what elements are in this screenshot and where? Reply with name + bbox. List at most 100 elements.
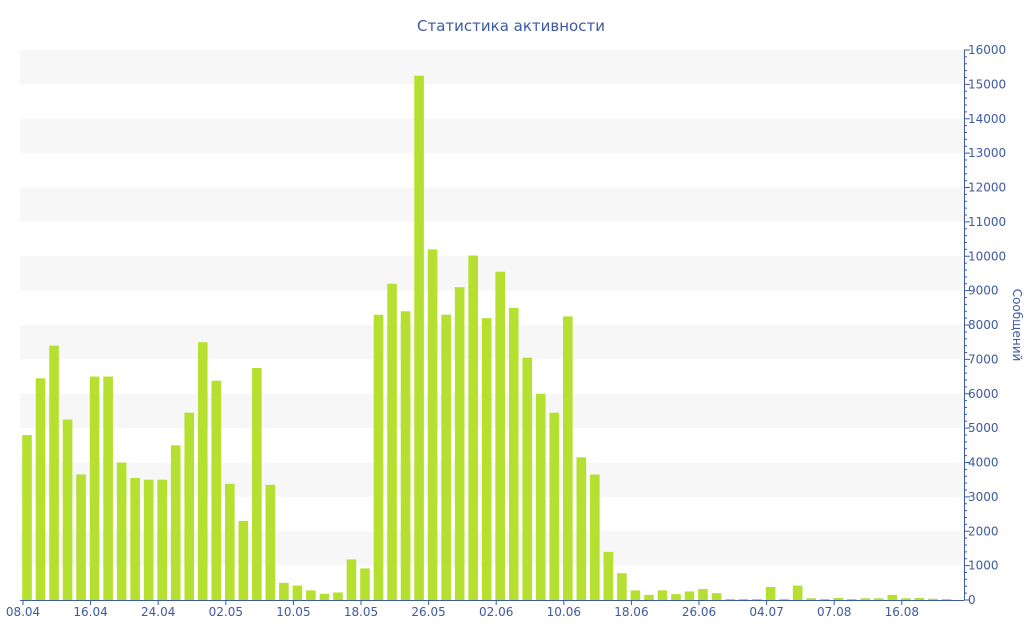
bar[interactable]: [725, 598, 735, 600]
bar[interactable]: [225, 483, 235, 600]
bar[interactable]: [468, 255, 478, 600]
bar[interactable]: [292, 585, 303, 600]
x-ticks: 08.04 16.04 24.04 02.05 10.05 18.05 26.05 02.06…: [6, 600, 919, 619]
bar[interactable]: [211, 380, 222, 600]
bar[interactable]: [197, 342, 208, 600]
x-tick-label: 16.08: [885, 605, 919, 619]
bar[interactable]: [373, 314, 384, 600]
bar[interactable]: [752, 598, 762, 600]
bar[interactable]: [738, 598, 749, 600]
bar[interactable]: [306, 590, 316, 601]
bar[interactable]: [563, 316, 573, 600]
bar[interactable]: [779, 598, 789, 600]
bar[interactable]: [617, 573, 627, 600]
bar[interactable]: [170, 445, 181, 600]
bar[interactable]: [116, 462, 127, 601]
bar[interactable]: [535, 393, 546, 600]
y-tick-label: 7000: [968, 352, 999, 366]
bar[interactable]: [319, 593, 330, 600]
bar[interactable]: [630, 590, 641, 601]
bar[interactable]: [806, 598, 816, 600]
bar[interactable]: [76, 474, 86, 600]
bar[interactable]: [346, 559, 357, 600]
y-tick-label: 6000: [968, 387, 999, 401]
bar[interactable]: [603, 551, 614, 601]
bars-group: [22, 75, 952, 601]
bar[interactable]: [941, 598, 952, 600]
chart-title: Статистика активности: [417, 17, 605, 35]
bar[interactable]: [130, 477, 140, 600]
bar[interactable]: [508, 307, 519, 600]
x-tick-label: 02.06: [479, 605, 513, 619]
y-tick-label: 16000: [968, 43, 1006, 57]
y-tick-label: 4000: [968, 456, 999, 470]
bar[interactable]: [103, 376, 113, 600]
bar[interactable]: [454, 287, 465, 600]
bar[interactable]: [833, 597, 843, 600]
bar[interactable]: [576, 457, 587, 600]
grid-band: [20, 118, 964, 154]
y-tick-label: 10000: [968, 249, 1006, 263]
grid-band: [20, 325, 964, 360]
bar[interactable]: [400, 311, 411, 600]
bar[interactable]: [765, 586, 776, 600]
y-tick-label: 14000: [968, 112, 1006, 126]
bar[interactable]: [846, 598, 857, 600]
x-tick-label: 24.04: [141, 605, 175, 619]
bar[interactable]: [901, 598, 911, 600]
bar[interactable]: [711, 593, 722, 601]
bar[interactable]: [333, 592, 343, 600]
x-tick-label: 08.04: [6, 605, 40, 619]
bar[interactable]: [49, 345, 59, 601]
bar[interactable]: [360, 568, 370, 601]
bar[interactable]: [143, 479, 154, 600]
bar[interactable]: [35, 378, 46, 600]
y-tick-label: 5000: [968, 421, 999, 435]
x-tick-label: 10.06: [547, 605, 581, 619]
bar[interactable]: [914, 597, 925, 600]
bar[interactable]: [657, 590, 668, 601]
bar[interactable]: [22, 435, 32, 600]
bar[interactable]: [549, 412, 560, 600]
bar[interactable]: [792, 585, 803, 600]
y-tick-label: 1000: [968, 559, 999, 573]
bar[interactable]: [644, 594, 654, 600]
bar[interactable]: [495, 271, 505, 600]
bar[interactable]: [481, 318, 492, 601]
bar[interactable]: [414, 75, 424, 600]
grid-bands: [20, 50, 964, 566]
bar[interactable]: [860, 598, 871, 600]
bar[interactable]: [887, 594, 898, 600]
bar[interactable]: [522, 357, 533, 600]
bar[interactable]: [671, 594, 681, 600]
y-tick-label: 11000: [968, 215, 1006, 229]
bar[interactable]: [441, 314, 451, 600]
bar[interactable]: [684, 591, 695, 600]
x-tick-label: 07.08: [817, 605, 851, 619]
bar[interactable]: [698, 589, 708, 600]
bar[interactable]: [62, 419, 73, 600]
y-tick-label: 13000: [968, 146, 1006, 160]
bar[interactable]: [819, 598, 830, 600]
bar[interactable]: [265, 484, 276, 600]
bar[interactable]: [590, 474, 600, 600]
bar[interactable]: [89, 376, 100, 600]
x-tick-label: 26.06: [682, 605, 716, 619]
bar[interactable]: [238, 520, 249, 600]
bar[interactable]: [184, 412, 195, 600]
bar[interactable]: [157, 479, 167, 600]
y-tick-label: 15000: [968, 77, 1006, 91]
grid-band: [20, 50, 964, 85]
x-tick-label: 04.07: [749, 605, 783, 619]
bar[interactable]: [928, 598, 938, 601]
grid-band: [20, 256, 964, 291]
bar[interactable]: [279, 582, 289, 600]
y-tick-label: 2000: [968, 524, 999, 538]
bar[interactable]: [873, 598, 884, 600]
y-tick-label: 8000: [968, 318, 999, 332]
bar[interactable]: [387, 283, 397, 600]
bar[interactable]: [427, 249, 438, 601]
bar[interactable]: [252, 367, 262, 600]
